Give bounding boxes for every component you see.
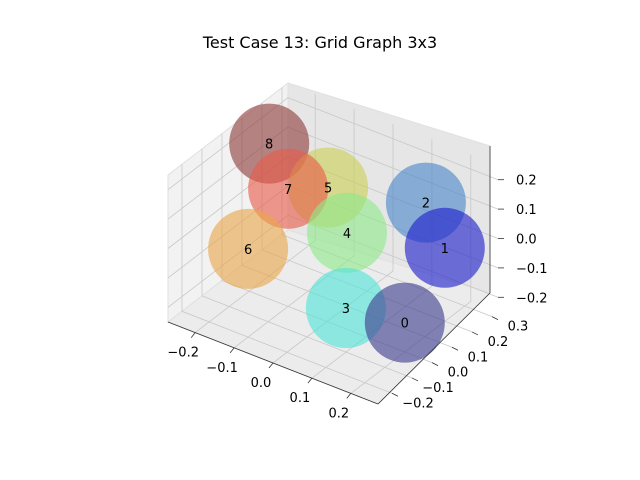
x-tick-label-4: 0.2 [328,406,349,421]
node-1-label: 1 [441,242,449,257]
node-2-label: 2 [422,197,430,212]
y-tick-mark-2 [431,362,439,366]
node-4-label: 4 [343,227,351,242]
x-tick-mark-2 [268,362,274,369]
x-tick-mark-3 [307,377,313,384]
y-tick-mark-1 [411,377,419,382]
z-tick-label-4: 0.2 [516,174,537,189]
x-tick-label-0: −0.2 [167,346,199,361]
node-0-label: 0 [401,317,409,332]
gridline-x-2 [272,124,394,364]
gridline-y-1 [201,148,413,379]
y-tick-mark-4 [471,331,479,336]
chart-title: Test Case 13: Grid Graph 3x3 [202,33,438,52]
y-tick-mark-3 [451,346,459,351]
node-3-label: 3 [342,302,350,317]
x-tick-label-2: 0.0 [251,376,272,391]
x-tick-mark-1 [229,347,235,354]
node-8-label: 8 [265,138,273,153]
y-tick-label-3: 0.1 [468,350,489,365]
x-tick-label-1: −0.1 [206,361,238,376]
y-tick-label-2: 0.0 [448,366,469,381]
z-tick-label-2: 0.0 [516,233,537,248]
gridline-x-4 [350,154,472,394]
x-tick-mark-4 [346,393,352,399]
y-axis-line [377,292,491,405]
x-tick-mark-0 [190,332,196,338]
node-1-sphere [404,207,485,288]
z-tick-label-3: 0.1 [516,203,537,218]
x-tick-label-3: 0.1 [290,391,311,406]
gridline-y-0 [181,164,393,394]
node-7-label: 7 [284,183,292,198]
gridline-z-4 [167,97,499,191]
node-4-sphere [307,192,387,273]
z-tick-label-1: −0.1 [516,262,548,277]
node-6-label: 6 [244,243,252,258]
node-0-sphere [364,282,445,363]
node-5-label: 5 [324,182,332,197]
y-tick-label-5: 0.3 [508,320,529,335]
y-tick-label-0: −0.2 [402,396,434,411]
node-6-sphere [208,208,289,289]
y-tick-label-1: −0.1 [422,381,454,396]
y-tick-label-4: 0.2 [488,335,509,350]
z-tick-label-0: −0.2 [516,291,548,306]
node-7-sphere [248,148,329,229]
y-tick-mark-0 [391,392,399,397]
y-tick-mark-5 [491,316,499,320]
